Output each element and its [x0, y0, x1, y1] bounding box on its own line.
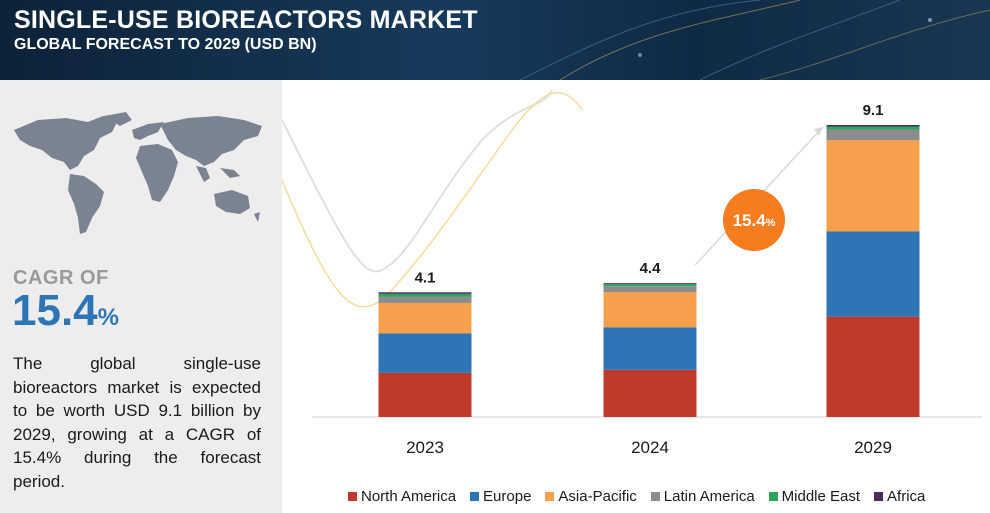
- growth-arrow-head: [814, 127, 823, 136]
- bar-segment-middle-east-2029: [826, 126, 920, 130]
- chart-area: 4.1 2023 4.4 2024 9.1 2029 15.4%: [281, 80, 990, 513]
- legend-item-europe: Europe: [470, 488, 531, 505]
- header-decoration: [519, 0, 990, 80]
- legend-item-north-america: North America: [348, 488, 456, 505]
- bar-segment-europe-2023: [378, 333, 472, 373]
- legend-item-middle-east: Middle East: [768, 487, 861, 505]
- header-banner: SINGLE-USE BIOREACTORS MARKET GLOBAL FOR…: [0, 0, 990, 80]
- legend-item-africa: Africa: [874, 488, 925, 505]
- bar-segment-asia-pacific-2029: [826, 140, 920, 232]
- legend-swatch: [470, 491, 480, 501]
- cagr-number: 15.4: [12, 286, 98, 335]
- cagr-label: CAGR OF: [13, 267, 109, 289]
- legend-swatch: [545, 491, 555, 501]
- bar-segment-latin-america-2024: [603, 286, 697, 293]
- x-tick-label-2029: 2029: [854, 438, 892, 457]
- bar-segment-africa-2029: [826, 125, 920, 127]
- legend-item-asia-pacific: Asia-Pacific: [545, 487, 637, 505]
- bar-segment-middle-east-2023: [378, 293, 472, 297]
- summary-panel: CAGR OF 15.4% The global single-use bior…: [0, 80, 282, 513]
- total-label-2029: 9.1: [863, 102, 884, 119]
- legend-label: Latin America: [663, 487, 755, 505]
- stacked-bar-chart: 4.1 2023 4.4 2024 9.1 2029 15.4%: [281, 89, 982, 457]
- legend-label: Europe: [483, 487, 532, 505]
- chart-legend: North America Europe Asia-Pacific Latin Ame…: [348, 486, 925, 506]
- legend-item-latin-america: Latin America: [650, 487, 755, 505]
- cagr-bubble: [723, 189, 785, 251]
- legend-label: North America: [361, 487, 457, 505]
- legend-swatch: [768, 491, 778, 501]
- market-description: The global single-use bioreactors market…: [13, 354, 261, 491]
- cagr-value: 15.4%: [12, 286, 119, 336]
- total-label-2023: 4.1: [415, 269, 436, 286]
- x-tick-label-2024: 2024: [631, 438, 669, 457]
- bar-segment-latin-america-2029: [826, 129, 920, 141]
- bar-segment-africa-2023: [378, 292, 472, 294]
- bar-segment-latin-america-2023: [378, 296, 472, 303]
- x-tick-label-2023: 2023: [406, 438, 444, 457]
- bar-segment-asia-pacific-2024: [603, 292, 697, 328]
- legend-label: Middle East: [781, 487, 861, 505]
- world-map-icon: [14, 112, 262, 234]
- decorative-swoosh-grey: [281, 89, 553, 273]
- page-title: SINGLE-USE BIOREACTORS MARKET: [14, 6, 478, 34]
- total-label-2024: 4.4: [640, 260, 662, 277]
- legend-swatch: [650, 491, 660, 501]
- bar-segment-north-america-2029: [826, 316, 920, 417]
- page-subtitle: GLOBAL FORECAST TO 2029 (USD BN): [14, 36, 317, 53]
- legend-swatch: [874, 491, 884, 501]
- bar-segment-middle-east-2024: [603, 284, 697, 287]
- cagr-bubble-label: 15.4%: [733, 211, 776, 230]
- bar-segment-africa-2024: [603, 283, 697, 285]
- bar-segment-north-america-2024: [603, 369, 697, 417]
- legend-label: Africa: [887, 487, 926, 505]
- bar-segment-europe-2029: [826, 231, 920, 317]
- bar-segment-asia-pacific-2023: [378, 302, 472, 334]
- bar-segment-europe-2024: [603, 327, 697, 370]
- decorative-swoosh-gold: [281, 91, 583, 308]
- bar-group: 4.1 2023 4.4 2024 9.1 2029 15.4%: [378, 102, 920, 457]
- legend-label: Asia-Pacific: [558, 487, 637, 505]
- legend-swatch: [348, 491, 357, 501]
- cagr-unit: %: [97, 304, 119, 331]
- bar-segment-north-america-2023: [378, 372, 472, 417]
